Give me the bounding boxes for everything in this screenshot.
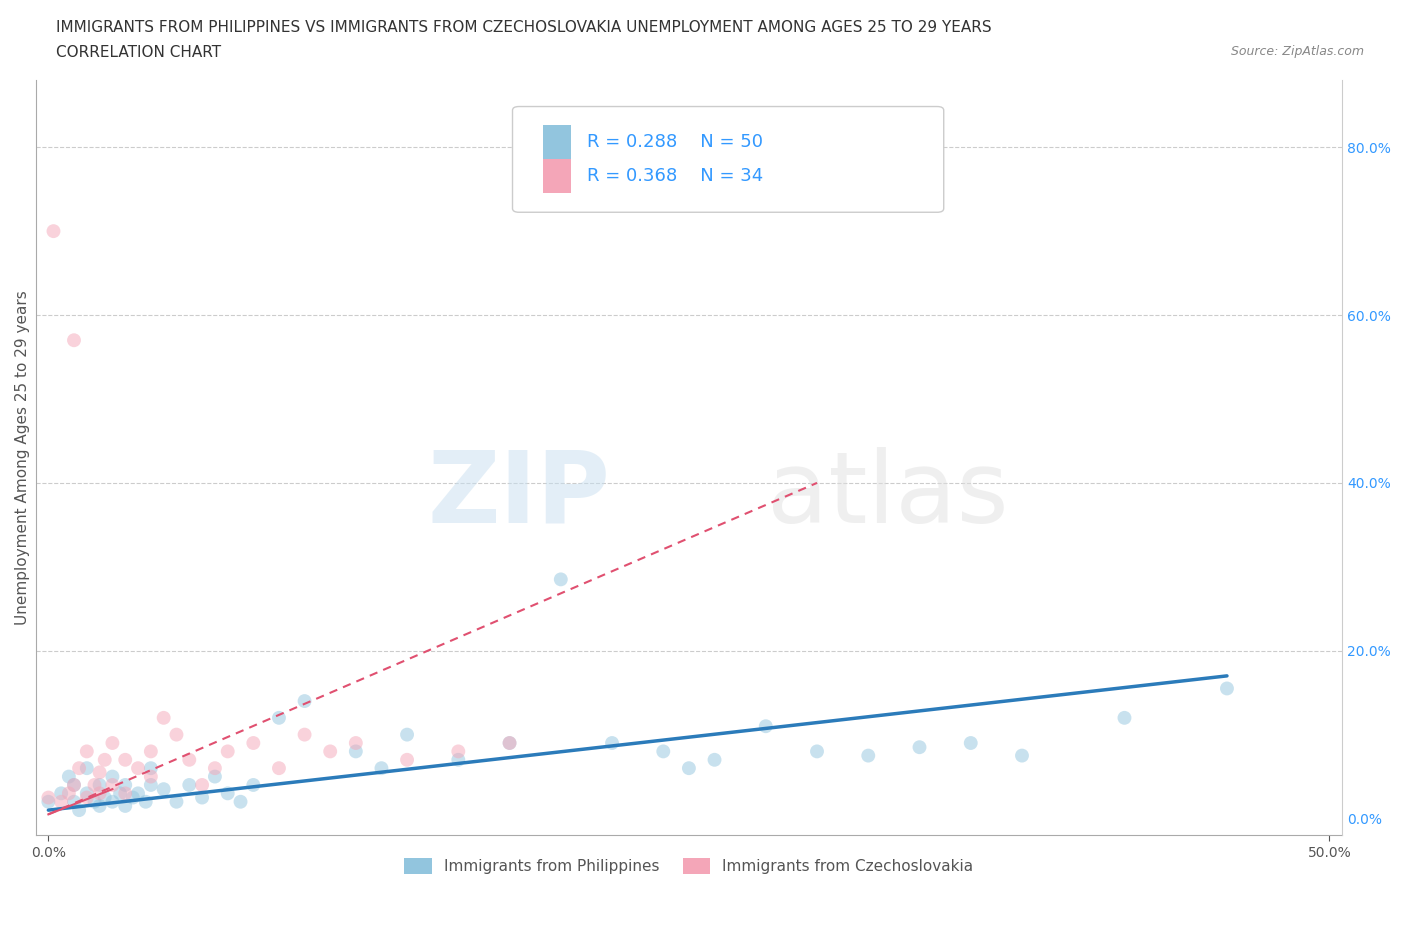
Point [229,794,252,809]
Point [89,799,111,814]
Point [76,761,98,776]
Point [101,769,124,784]
Point [152,782,174,797]
Point [908,739,931,754]
Point [89,786,111,801]
Point [58,786,80,801]
Point [139,744,162,759]
Point [498,736,520,751]
Point [37,790,59,805]
Point [63,333,86,348]
Point [93,752,115,767]
Point [51,786,73,801]
Point [135,794,157,809]
Text: CORRELATION CHART: CORRELATION CHART [56,45,221,60]
Point [204,761,226,776]
Point [101,794,124,809]
Point [1216,681,1239,696]
Point [217,786,239,801]
Point [179,752,201,767]
Point [858,748,880,763]
Point [166,727,188,742]
Point [267,711,290,725]
Point [191,777,214,792]
Point [122,790,145,805]
Legend: Immigrants from Philippines, Immigrants from Czechoslovakia: Immigrants from Philippines, Immigrants … [398,852,980,881]
Point [1114,711,1136,725]
Point [63,777,86,792]
Point [89,777,111,792]
Point [344,736,367,751]
Point [600,736,623,751]
Point [294,694,316,709]
Point [139,769,162,784]
FancyBboxPatch shape [513,107,943,212]
Point [37,794,59,809]
Point [101,736,124,751]
Point [127,786,149,801]
Point [76,786,98,801]
Point [114,786,136,801]
Point [1011,748,1033,763]
Point [396,727,419,742]
Point [294,727,316,742]
Point [755,719,778,734]
Point [101,777,124,792]
Point [370,761,392,776]
Point [242,777,264,792]
Point [58,769,80,784]
Point [179,777,201,792]
Point [217,744,239,759]
Point [83,777,105,792]
Y-axis label: Unemployment Among Ages 25 to 29 years: Unemployment Among Ages 25 to 29 years [15,290,30,625]
Point [83,794,105,809]
Point [447,752,470,767]
Point [89,765,111,780]
Bar [543,126,571,159]
Point [396,752,419,767]
Point [152,711,174,725]
Text: R = 0.288    N = 50: R = 0.288 N = 50 [586,133,763,152]
Point [139,777,162,792]
Text: IMMIGRANTS FROM PHILIPPINES VS IMMIGRANTS FROM CZECHOSLOVAKIA UNEMPLOYMENT AMONG: IMMIGRANTS FROM PHILIPPINES VS IMMIGRANT… [56,20,991,35]
Point [63,794,86,809]
Point [139,761,162,776]
Point [550,572,572,587]
Point [319,744,342,759]
Point [42,224,65,239]
Bar [543,159,571,193]
Point [93,790,115,805]
Point [63,777,86,792]
Point [191,790,214,805]
Point [76,744,98,759]
Text: ZIP: ZIP [427,447,610,544]
Text: Source: ZipAtlas.com: Source: ZipAtlas.com [1230,45,1364,58]
Point [344,744,367,759]
Point [959,736,981,751]
Point [114,777,136,792]
Point [498,736,520,751]
Point [76,790,98,805]
Point [652,744,675,759]
Text: R = 0.368    N = 34: R = 0.368 N = 34 [586,167,763,185]
Point [703,752,725,767]
Point [51,794,73,809]
Point [166,794,188,809]
Point [204,769,226,784]
Point [108,786,131,801]
Text: atlas: atlas [768,447,1010,544]
Point [678,761,700,776]
Point [114,799,136,814]
Point [114,752,136,767]
Point [67,761,90,776]
Point [67,803,90,817]
Point [447,744,470,759]
Point [267,761,290,776]
Point [242,736,264,751]
Point [127,761,149,776]
Point [806,744,828,759]
